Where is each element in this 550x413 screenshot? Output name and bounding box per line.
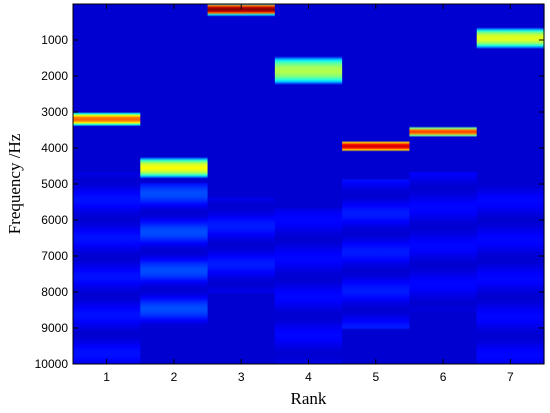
x-tick-label: 5 xyxy=(372,370,379,384)
x-tick-label: 6 xyxy=(440,370,447,384)
heatmap-column-rank-7 xyxy=(476,4,545,364)
y-tick-label: 2000 xyxy=(41,69,68,83)
heatmap-column-rank-3 xyxy=(207,4,276,364)
y-tick-label: 5000 xyxy=(41,177,68,191)
heatmap-column-rank-4 xyxy=(274,4,343,364)
y-tick-label: 8000 xyxy=(41,285,68,299)
y-axis-ticks: 1000 2000 3000 4000 5000 6000 7000 8000 9000 1000… xyxy=(35,33,544,371)
x-axis-title: Rank xyxy=(291,389,327,408)
y-tick-label: 10000 xyxy=(35,357,69,371)
x-tick-label: 1 xyxy=(103,370,110,384)
x-tick-label: 7 xyxy=(507,370,514,384)
heatmap-column-rank-2 xyxy=(140,4,209,364)
y-axis-title: Frequency /Hz xyxy=(5,133,24,234)
y-tick-label: 4000 xyxy=(41,141,68,155)
x-tick-label: 4 xyxy=(305,370,312,384)
heatmap-columns xyxy=(73,4,545,364)
x-axis-ticks: 1 2 3 4 5 6 7 xyxy=(103,4,514,384)
y-tick-label: 3000 xyxy=(41,105,68,119)
heatmap-column-rank-6 xyxy=(409,4,478,364)
y-tick-label: 6000 xyxy=(41,213,68,227)
heatmap-column-rank-1 xyxy=(73,4,141,364)
y-tick-label: 7000 xyxy=(41,249,68,263)
x-tick-label: 2 xyxy=(171,370,178,384)
y-tick-label: 9000 xyxy=(41,321,68,335)
heatmap-column-rank-5 xyxy=(342,4,411,364)
y-tick-label: 1000 xyxy=(41,33,68,47)
x-tick-label: 3 xyxy=(238,370,245,384)
